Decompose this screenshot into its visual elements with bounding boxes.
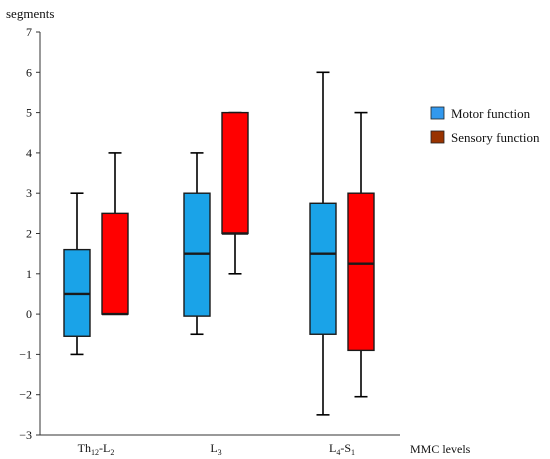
y-tick-label: −2 xyxy=(19,388,32,402)
y-tick-label: 1 xyxy=(26,267,32,281)
box-motor xyxy=(309,71,337,416)
box-iqr xyxy=(221,111,249,235)
legend-swatch-sensory xyxy=(430,130,445,144)
y-tick-label: 5 xyxy=(26,106,32,120)
y-tick-label: 6 xyxy=(26,65,32,79)
y-axis: −3 −2 −1 0 1 2 3 4 5 6 7 xyxy=(19,25,41,442)
y-tick-label: −1 xyxy=(19,347,32,361)
box-sensory xyxy=(221,111,249,275)
legend: Motor function Sensory function xyxy=(430,106,540,145)
x-axis: Th12-L2 L3 L4-S1 xyxy=(40,434,400,457)
box-sensory xyxy=(347,111,375,398)
y-tick-label: 4 xyxy=(26,146,32,160)
y-tick-label: 2 xyxy=(26,227,32,241)
legend-label-motor: Motor function xyxy=(451,106,531,121)
box-iqr xyxy=(309,202,337,335)
x-axis-title: MMC levels xyxy=(410,442,471,456)
box-motor xyxy=(183,152,211,336)
legend-swatch-motor xyxy=(430,106,445,120)
y-tick-label: 3 xyxy=(26,186,32,200)
x-tick-label: L3 xyxy=(210,441,221,457)
box-iqr xyxy=(101,212,129,315)
y-tick-label: −3 xyxy=(19,428,32,442)
y-tick-label: 0 xyxy=(26,307,32,321)
x-tick-label: Th12-L2 xyxy=(78,441,115,457)
legend-label-sensory: Sensory function xyxy=(451,130,540,145)
box-group xyxy=(63,71,375,416)
box-iqr xyxy=(347,192,375,352)
box-sensory xyxy=(101,152,129,316)
x-tick-label: L4-S1 xyxy=(329,441,355,457)
y-axis-title: segments xyxy=(6,6,54,21)
y-tick-label: 7 xyxy=(26,25,32,39)
box-motor xyxy=(63,192,91,356)
